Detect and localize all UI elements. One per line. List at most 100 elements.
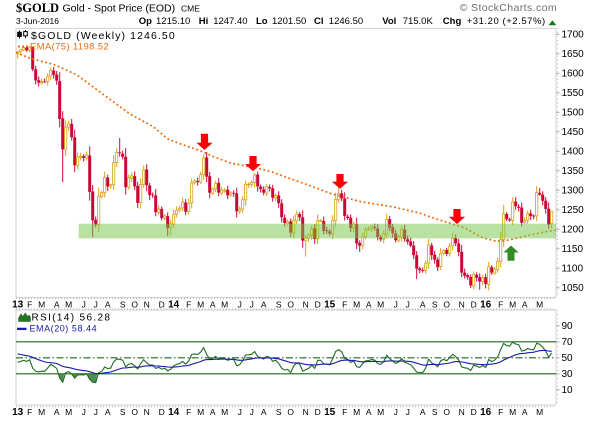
svg-text:S: S <box>276 300 282 310</box>
svg-text:1215.10: 1215.10 <box>156 16 190 27</box>
svg-text:70: 70 <box>562 337 574 348</box>
svg-text:Gold - Spot Price (EOD): Gold - Spot Price (EOD) <box>63 3 176 15</box>
svg-text:M: M <box>536 300 543 310</box>
svg-text:J: J <box>406 407 410 417</box>
svg-text:M: M <box>536 407 543 417</box>
svg-text:D: D <box>471 300 477 310</box>
svg-text:F: F <box>27 300 32 310</box>
svg-text:J: J <box>250 407 254 417</box>
svg-text:A: A <box>420 407 426 417</box>
svg-text:1200: 1200 <box>562 225 585 236</box>
svg-text:EMA(20) 58.44: EMA(20) 58.44 <box>30 324 98 334</box>
svg-text:M: M <box>65 300 72 310</box>
svg-text:A: A <box>420 300 426 310</box>
svg-text:F: F <box>186 407 191 417</box>
svg-text:13: 13 <box>12 300 24 311</box>
svg-text:30: 30 <box>562 369 574 380</box>
svg-text:A: A <box>210 300 216 310</box>
svg-text:1600: 1600 <box>562 69 585 80</box>
svg-text:S: S <box>120 300 126 310</box>
svg-text:50: 50 <box>562 353 574 364</box>
svg-text:M: M <box>377 300 384 310</box>
svg-text:O: O <box>287 300 294 310</box>
svg-text:S: S <box>432 407 438 417</box>
svg-text:J: J <box>250 300 254 310</box>
svg-text:M: M <box>221 407 228 417</box>
svg-text:EMA(75) 1198.52: EMA(75) 1198.52 <box>30 41 109 52</box>
svg-text:90: 90 <box>562 321 574 332</box>
svg-text:S: S <box>432 300 438 310</box>
svg-text:A: A <box>54 300 60 310</box>
svg-text:Op: Op <box>139 16 152 27</box>
svg-text:F: F <box>498 300 503 310</box>
svg-text:14: 14 <box>168 300 180 311</box>
svg-text:M: M <box>197 407 204 417</box>
svg-text:M: M <box>509 300 516 310</box>
svg-text:CME: CME <box>181 4 200 14</box>
svg-text:1500: 1500 <box>562 108 585 119</box>
svg-text:N: N <box>144 300 150 310</box>
svg-text:A: A <box>261 407 267 417</box>
svg-text:N: N <box>459 300 465 310</box>
svg-text:M: M <box>353 300 360 310</box>
svg-text:1700: 1700 <box>562 30 585 41</box>
svg-text:10: 10 <box>562 385 574 396</box>
svg-text:1250: 1250 <box>562 205 585 216</box>
svg-text:1247.40: 1247.40 <box>213 16 247 27</box>
svg-text:M: M <box>197 300 204 310</box>
svg-text:1050: 1050 <box>562 283 585 294</box>
svg-text:1201.50: 1201.50 <box>272 16 306 27</box>
svg-text:1400: 1400 <box>562 147 585 158</box>
svg-text:J: J <box>394 300 398 310</box>
svg-text:1450: 1450 <box>562 127 585 138</box>
svg-text:A: A <box>105 407 111 417</box>
svg-text:J: J <box>94 407 98 417</box>
svg-text:F: F <box>498 407 503 417</box>
svg-text:RSI(14) 56.28: RSI(14) 56.28 <box>32 312 112 323</box>
svg-text:16: 16 <box>480 407 492 418</box>
svg-text:J: J <box>82 300 86 310</box>
svg-text:1246.50: 1246.50 <box>329 16 363 27</box>
svg-text:F: F <box>27 407 32 417</box>
svg-text:O: O <box>443 407 450 417</box>
svg-text:D: D <box>315 407 321 417</box>
svg-text:Lo: Lo <box>256 16 268 27</box>
svg-text:N: N <box>459 407 465 417</box>
svg-text:M: M <box>38 300 45 310</box>
svg-text:+31.20 (+2.57%): +31.20 (+2.57%) <box>467 16 546 27</box>
svg-text:A: A <box>261 300 267 310</box>
svg-text:1150: 1150 <box>562 244 584 255</box>
svg-text:M: M <box>377 407 384 417</box>
svg-text:F: F <box>186 300 191 310</box>
svg-text:3-Jun-2016: 3-Jun-2016 <box>16 16 59 26</box>
svg-text:A: A <box>366 300 372 310</box>
svg-text:© StockCharts.com: © StockCharts.com <box>460 2 557 14</box>
svg-text:$GOLD (Weekly) 1246.50: $GOLD (Weekly) 1246.50 <box>31 30 176 42</box>
svg-text:O: O <box>287 407 294 417</box>
svg-text:14: 14 <box>168 407 180 418</box>
svg-text:J: J <box>238 300 242 310</box>
svg-text:1300: 1300 <box>562 186 585 197</box>
svg-text:S: S <box>276 407 282 417</box>
svg-text:M: M <box>221 300 228 310</box>
svg-text:1650: 1650 <box>562 49 585 60</box>
svg-text:O: O <box>131 300 138 310</box>
svg-text:J: J <box>406 300 410 310</box>
svg-text:13: 13 <box>12 407 24 418</box>
svg-text:J: J <box>94 300 98 310</box>
svg-text:D: D <box>159 300 165 310</box>
svg-text:D: D <box>315 300 321 310</box>
svg-text:O: O <box>443 300 450 310</box>
svg-text:15: 15 <box>324 407 336 418</box>
svg-text:A: A <box>522 300 528 310</box>
svg-text:N: N <box>144 407 150 417</box>
svg-text:$GOLD: $GOLD <box>16 1 59 15</box>
svg-text:M: M <box>65 407 72 417</box>
svg-text:N: N <box>303 300 309 310</box>
svg-text:Chg: Chg <box>443 16 462 27</box>
svg-text:Vol: Vol <box>382 16 396 27</box>
svg-text:J: J <box>394 407 398 417</box>
svg-text:A: A <box>522 407 528 417</box>
svg-text:16: 16 <box>480 300 492 311</box>
svg-text:J: J <box>82 407 86 417</box>
